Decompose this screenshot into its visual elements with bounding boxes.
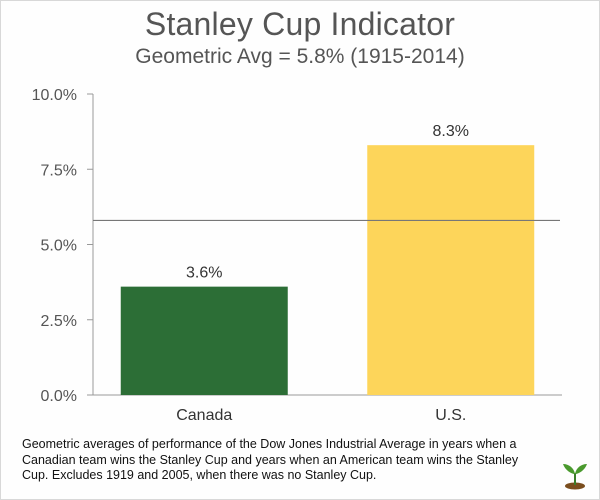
data-label: 3.6% (186, 265, 222, 282)
footnote: Geometric averages of performance of the… (22, 437, 519, 482)
x-tick-label: U.S. (435, 407, 466, 424)
y-tick-label: 10.0% (32, 87, 77, 104)
y-tick-label: 2.5% (41, 313, 77, 330)
x-tick-label: Canada (176, 407, 232, 424)
chart-title: Stanley Cup Indicator (144, 6, 456, 42)
chart-subtitle: Geometric Avg = 5.8% (1915-2014) (135, 45, 465, 68)
y-tick-label: 7.5% (41, 162, 77, 179)
y-tick-label: 5.0% (41, 238, 77, 255)
sprout-icon (563, 464, 587, 490)
data-label: 8.3% (433, 123, 469, 140)
y-tick-label: 0.0% (41, 388, 77, 405)
bar-chart: 0.0% 2.5% 5.0% 7.5% 10.0% 3.6% Canada 8.3% U.S. (32, 87, 562, 424)
bar (120, 286, 288, 395)
bar (367, 145, 535, 395)
